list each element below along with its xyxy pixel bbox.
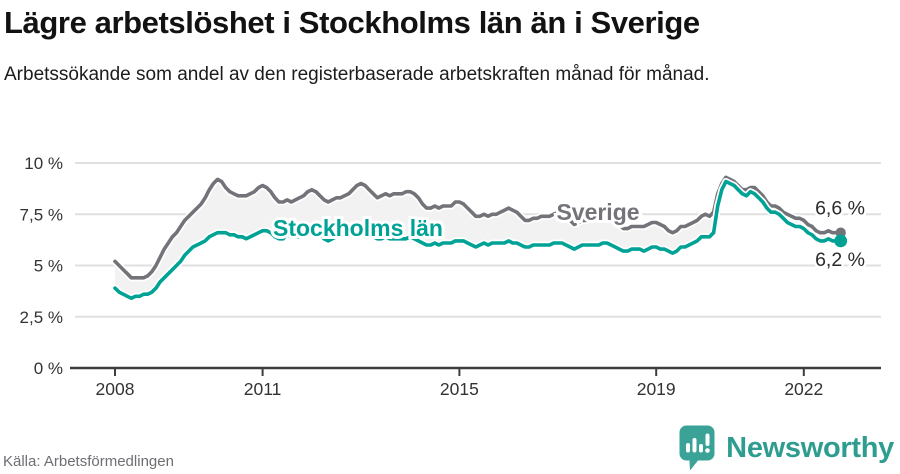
x-axis-tick-label: 2011 xyxy=(244,379,282,399)
newsworthy-logo-icon xyxy=(679,425,715,471)
series-label-stockholms-l-n: Stockholms län xyxy=(273,215,443,241)
y-axis-tick-label: 0 % xyxy=(34,359,63,378)
newsworthy-logo: Newsworthy xyxy=(678,424,894,472)
end-value-label: 6,2 % xyxy=(815,249,865,271)
y-axis-tick-label: 7,5 % xyxy=(20,205,63,224)
x-axis-tick-label: 2022 xyxy=(784,379,823,399)
newsworthy-logo-text: Newsworthy xyxy=(726,431,894,464)
y-axis-tick-label: 10 % xyxy=(24,154,63,173)
page-title: Lägre arbetslöshet i Stockholms län än i… xyxy=(4,5,700,40)
chart-subtitle: Arbetssökande som andel av den registerb… xyxy=(4,64,710,85)
series-line-stockholms-l-n xyxy=(113,179,843,301)
x-axis-tick-label: 2015 xyxy=(440,379,479,399)
series-label-sverige: Sverige xyxy=(556,199,639,225)
y-axis-tick-label: 5 % xyxy=(34,257,63,276)
end-value-label: 6,6 % xyxy=(815,198,865,220)
unemployment-line-chart: 0 % 2,5 % 5 % 7,5 % 10 % 2008 2011 2015 2019 2022… xyxy=(20,154,881,399)
x-axis-tick-label: 2008 xyxy=(96,379,135,399)
between-series-area xyxy=(115,177,841,299)
line-chart-container: 0 % 2,5 % 5 % 7,5 % 10 % 2008 2011 2015 2019 2022… xyxy=(0,140,900,410)
end-dot-stockholm xyxy=(834,234,848,248)
y-axis-tick-label: 2,5 % xyxy=(20,308,63,327)
x-axis-tick-label: 2019 xyxy=(637,379,676,399)
x-axis: 2008 2011 2015 2019 2022 xyxy=(70,366,881,399)
gridlines: 0 % 2,5 % 5 % 7,5 % 10 % xyxy=(20,154,881,378)
source-attribution: Källa: Arbetsförmedlingen xyxy=(3,453,174,470)
